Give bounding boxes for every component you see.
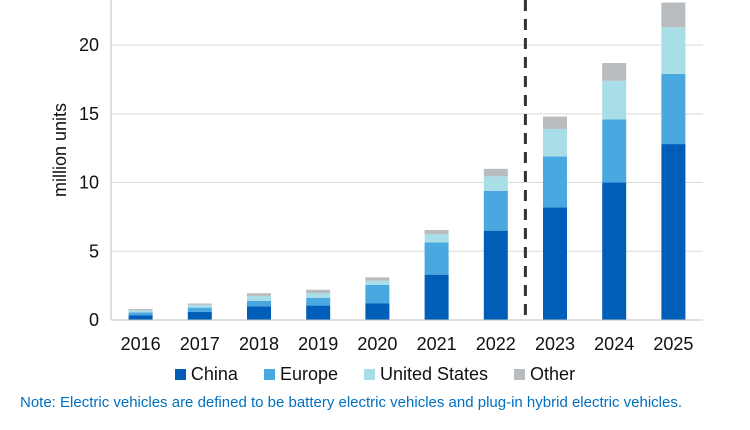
x-tick-label: 2022 <box>476 334 516 354</box>
y-tick-label: 0 <box>89 310 99 330</box>
bar-other-2018 <box>247 293 271 296</box>
bar-europe-2016 <box>128 312 153 316</box>
x-tick-label: 2020 <box>357 334 397 354</box>
bar-china-2020 <box>365 303 390 320</box>
bar-other-2023 <box>543 116 567 129</box>
bar-europe-2025 <box>661 73 686 145</box>
bar-china-2019 <box>306 305 331 320</box>
bar-china-2023 <box>543 207 567 320</box>
footnote: Note: Electric vehicles are defined to b… <box>20 394 682 411</box>
bar-china-2018 <box>247 306 271 320</box>
bar-united-states-2023 <box>543 128 567 157</box>
legend-item-united-states: United States <box>363 363 489 385</box>
legend-item-europe: Europe <box>263 363 338 385</box>
legend-item-other: Other <box>514 364 575 385</box>
legend-label-china: China <box>190 363 238 384</box>
bar-other-2024 <box>602 62 627 81</box>
bar-united-states-2019 <box>306 293 331 299</box>
bar-china-2025 <box>661 144 686 320</box>
bar-united-states-2018 <box>247 295 271 301</box>
y-tick-label: 5 <box>89 241 99 261</box>
bar-europe-2017 <box>187 307 212 312</box>
legend-swatch-united-states <box>363 368 375 380</box>
bar-europe-2020 <box>365 284 390 304</box>
bar-other-2017 <box>187 303 212 305</box>
bar-united-states-2025 <box>661 27 686 74</box>
bar-europe-2019 <box>306 298 331 306</box>
bar-china-2016 <box>128 315 153 320</box>
bar-europe-2022 <box>483 190 508 231</box>
y-tick-label: 15 <box>79 104 99 124</box>
bar-other-2020 <box>365 277 390 281</box>
x-tick-label: 2019 <box>298 334 338 354</box>
bar-other-2021 <box>424 229 449 235</box>
x-tick-label: 2024 <box>594 334 634 354</box>
bar-europe-2021 <box>424 242 449 275</box>
bar-united-states-2020 <box>365 280 390 285</box>
bar-other-2019 <box>306 289 331 294</box>
legend-swatch-other <box>514 368 526 380</box>
x-tick-label: 2025 <box>653 334 693 354</box>
legend-label-other: Other <box>530 363 576 384</box>
bar-europe-2023 <box>543 156 567 208</box>
bar-united-states-2024 <box>602 80 627 120</box>
bar-other-2022 <box>483 168 508 177</box>
bar-united-states-2017 <box>187 304 212 308</box>
legend-swatch-china <box>174 368 186 380</box>
x-tick-label: 2023 <box>535 334 575 354</box>
bar-china-2024 <box>602 182 627 320</box>
bar-other-2025 <box>661 2 686 28</box>
bar-china-2022 <box>483 230 508 320</box>
legend-item-china: China <box>174 363 238 385</box>
bar-europe-2024 <box>602 119 627 183</box>
x-tick-label: 2021 <box>417 334 457 354</box>
legend: China Europe United States Other <box>0 362 750 386</box>
bar-europe-2018 <box>247 300 271 307</box>
bar-other-2016 <box>128 309 153 311</box>
bar-united-states-2021 <box>424 234 449 243</box>
bars <box>128 0 686 320</box>
legend-label-europe: Europe <box>279 363 338 384</box>
y-tick-label: 20 <box>79 35 99 55</box>
bar-china-2021 <box>424 274 449 320</box>
ev-sales-chart: 0 5 10 15 20 2016 2017 2018 2019 2020 2021 2022 202… <box>50 0 703 354</box>
x-tick-label: 2018 <box>239 334 279 354</box>
x-axis: 2016 2017 2018 2019 2020 2021 2022 2023 2024 2025 <box>111 319 703 354</box>
y-axis-label: million units <box>50 103 70 197</box>
bar-united-states-2022 <box>483 176 508 191</box>
x-tick-label: 2017 <box>180 334 220 354</box>
legend-swatch-europe <box>263 368 275 380</box>
legend-label-united-states: United States <box>379 363 489 384</box>
bar-united-states-2016 <box>128 310 153 313</box>
y-axis: 0 5 10 15 20 <box>79 0 112 330</box>
bar-china-2017 <box>187 311 212 320</box>
y-tick-label: 10 <box>79 173 99 193</box>
x-tick-label: 2016 <box>121 334 161 354</box>
